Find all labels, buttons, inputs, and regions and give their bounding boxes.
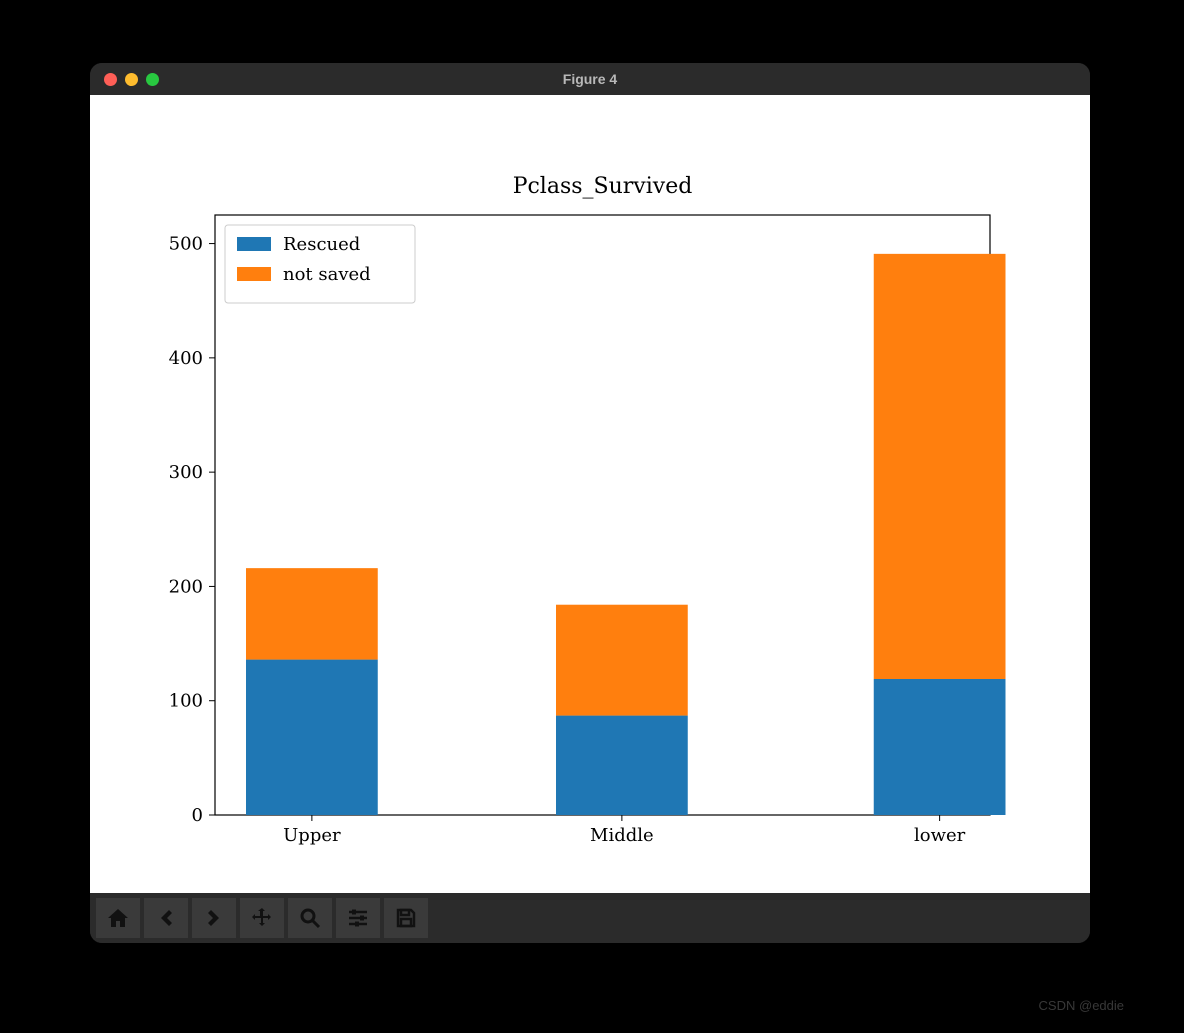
home-icon [106, 906, 130, 930]
chart-title: Pclass_Survived [513, 174, 693, 199]
save-button[interactable] [384, 898, 428, 938]
traffic-lights [104, 73, 159, 86]
y-tick-label: 200 [169, 576, 203, 597]
y-tick-label: 400 [169, 348, 203, 369]
bar-segment [556, 605, 688, 716]
back-icon [154, 906, 178, 930]
legend-swatch [237, 267, 271, 281]
bar-segment [246, 660, 378, 815]
legend-swatch [237, 237, 271, 251]
legend-label: not saved [283, 264, 371, 285]
window-title: Figure 4 [90, 71, 1090, 87]
y-tick-label: 300 [169, 462, 203, 483]
zoom-icon [298, 906, 322, 930]
pan-button[interactable] [240, 898, 284, 938]
x-tick-label: Middle [590, 825, 654, 846]
sliders-icon [346, 906, 370, 930]
bar-segment [556, 716, 688, 815]
pan-icon [250, 906, 274, 930]
chart-svg: Pclass_Survived 0 100 200 300 400 500 Upper Midd… [90, 95, 1090, 893]
maximize-button[interactable] [146, 73, 159, 86]
save-icon [394, 906, 418, 930]
bar-segment [874, 679, 1006, 815]
titlebar: Figure 4 [90, 63, 1090, 95]
bar-segment [874, 254, 1006, 679]
forward-button[interactable] [192, 898, 236, 938]
forward-icon [202, 906, 226, 930]
close-button[interactable] [104, 73, 117, 86]
minimize-button[interactable] [125, 73, 138, 86]
y-tick-label: 100 [169, 691, 203, 712]
x-tick-label: Upper [283, 825, 341, 846]
figure-window: Figure 4 Pclass_Survived 0 100 200 300 400 500… [90, 63, 1090, 943]
matplotlib-toolbar [90, 893, 1090, 943]
y-tick-label: 0 [192, 805, 203, 826]
zoom-button[interactable] [288, 898, 332, 938]
back-button[interactable] [144, 898, 188, 938]
home-button[interactable] [96, 898, 140, 938]
configure-button[interactable] [336, 898, 380, 938]
x-tick-label: lower [914, 825, 966, 846]
plot-canvas: Pclass_Survived 0 100 200 300 400 500 Upper Midd… [90, 95, 1090, 893]
watermark: CSDN @eddie [1039, 998, 1124, 1013]
y-tick-label: 500 [169, 234, 203, 255]
legend-label: Rescued [283, 234, 360, 255]
bar-segment [246, 568, 378, 659]
